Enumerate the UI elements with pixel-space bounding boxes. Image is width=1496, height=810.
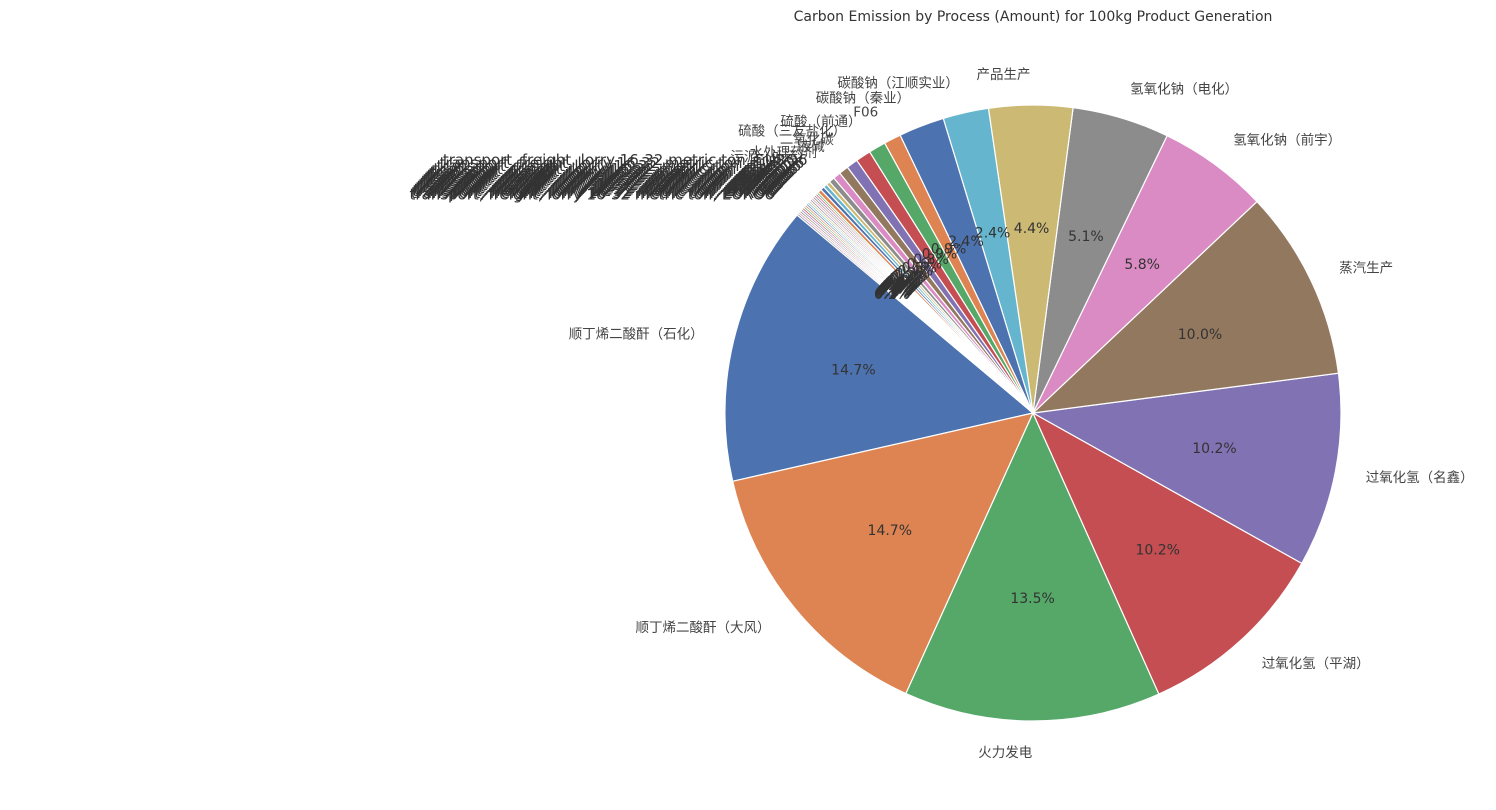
slice-category-label: transport, freight, lorry 16-32 metric t… [422,171,787,189]
slice-category-label: 火力发电 [978,745,1032,761]
slice-percent-label: 0.1% [880,280,916,296]
slice-percent-label: 13.5% [1010,591,1054,607]
slice-category-label: transport, freight, lorry 16-32 metric t… [433,160,798,178]
slice-percent-label: 0.5% [902,260,938,276]
slice-percent-label: 2.4% [948,234,984,250]
slice-percent-label: 14.7% [831,363,875,379]
slice-category-label: 硫酸（三友盐化） [738,123,846,139]
slice-percent-label: 0.1% [876,284,912,300]
slice-category-label: 液碱 [798,139,826,155]
slice-category-label: 氢氧化钠（电化） [1130,81,1238,97]
slice-percent-label: 0.2% [887,273,923,289]
slice-category-label: transport, freight, lorry 16-32 metric t… [431,162,796,180]
chart-title: Carbon Emission by Process (Amount) for … [794,9,1273,25]
slice-category-label: 硫酸（前通） [781,113,862,130]
slice-category-label: 顺丁烯二酸酐（大风） [636,620,771,636]
pie-slice [905,411,1160,722]
slice-category-label: transport, freight, lorry 16-32 metric t… [424,170,789,188]
slice-category-label: 过氧化氢（名鑫） [1366,469,1474,486]
slice-percent-label: 0.8% [913,252,949,268]
pie-slice [1031,411,1303,695]
slice-category-label: transport, freight, lorry 16-32 metric t… [416,177,781,195]
slice-percent-label: 0.6% [907,257,943,273]
slice-percent-label: 0.1% [884,276,920,292]
slice-category-label: 过氧化氢（平湖） [1262,656,1370,672]
slice-percent-label: 0.1% [879,281,915,297]
slice-category-label: 污泥（外运） [730,150,811,166]
slice-percent-label: 4.4% [1014,221,1050,237]
pie-slices [724,104,1342,722]
slice-percent-label: 0.2% [891,270,927,286]
pie-slice [731,412,1035,695]
slice-percent-label: 0.1% [886,274,922,290]
pie-slice [796,212,1034,414]
slice-category-label: 顺丁烯二酸酐（石化） [569,326,704,342]
slice-category-label: 氢氧化钠（前宇） [1233,132,1341,149]
pie-slice [1031,372,1342,565]
slice-category-label: 碳酸钠（江顺实业） [837,75,959,91]
slice-percent-label: 0.4% [898,264,934,280]
slice-percent-label: 0.1% [876,285,912,301]
slice-category-label: 蒸汽生产 [1339,261,1393,277]
slice-percent-label: 0.1% [877,283,913,299]
slice-category-label: transport, freight, lorry 16-32 metric t… [428,165,793,183]
slice-percent-label: 10.2% [1192,441,1236,457]
slice-percent-label: 0.2% [889,271,925,287]
slice-category-label: transport, freight, lorry 16-32 metric t… [412,182,777,200]
slice-category-label: transport, freight, lorry 16-32 metric t… [421,173,786,191]
slice-category-label: 水处理药剂 [750,145,818,161]
pie-slice [724,214,1035,483]
slice-category-label: transport, freight, lorry 16-32 metric t… [430,164,795,182]
slice-labels: 顺丁烯二酸酐（石化） 顺丁烯二酸酐（大风） 火力发电 过氧化氢（平湖） 过氧化氢（名鑫）… [409,67,1473,761]
slice-percent-label: 14.7% [868,523,912,539]
slice-percent-label: 0.9% [931,242,967,258]
slice-category-label: 二氧化碳 [780,132,834,148]
slice-percent-label: 0.2% [892,268,928,284]
slice-percent-label: 0.1% [883,277,919,293]
slice-percent-label: 0.1% [879,282,915,298]
slice-category-label: transport, freight, lorry 16-32 metric t… [415,179,780,197]
slice-percent-label: 0.3% [894,266,930,282]
slice-percent-label: 10.2% [1135,542,1179,558]
slice-category-label: 产品生产 [977,67,1031,83]
pie-slice [1031,200,1340,414]
slice-percent-label: 5.8% [1124,257,1160,273]
slice-category-label: F06 [853,105,878,121]
slice-category-label: 碳酸钠（秦业） [816,90,911,106]
slice-category-label: transport, freight, lorry 16-32 metric t… [414,181,779,199]
slice-category-label: transport, freight, lorry 16-32 metric t… [419,174,784,192]
slice-category-label: transport, freight, lorry 16-32 metric t… [427,167,792,185]
slice-percent-label: 0.1% [874,287,910,303]
slice-category-label: transport, freight, lorry 16-32 metric t… [437,157,802,175]
slice-category-label: transport, freight, lorry 16-32 metric t… [425,168,790,186]
slice-percent-label: 0.1% [881,279,917,295]
slice-percent-label: 0.1% [878,282,914,298]
slice-percent-label: 5.1% [1068,229,1104,245]
slice-percent-label: 0.1% [885,275,921,291]
slice-percent-label: 0.1% [875,286,911,302]
slice-percent-label: 0.1% [883,277,919,293]
slice-percent-label: 2.4% [975,226,1011,242]
slice-percent-label: 0.1% [882,278,918,294]
slice-category-label: transport, freight, lorry 16-32 metric t… [443,151,808,169]
percent-labels: 14.7% 14.7% 13.5% 10.2% 10.2% 10.0% 5.8% 5.1% 4.… [831,221,1237,607]
slice-percent-label: 10.0% [1178,327,1222,343]
slice-category-label: transport, freight, lorry 16-32 metric t… [440,154,805,172]
slice-category-label: transport, freight, lorry 16-32 metric t… [409,185,774,203]
slice-category-label: transport, freight, lorry 16-32 metric t… [418,176,783,194]
slice-category-label: transport, freight, lorry 16-32 metric t… [411,184,776,202]
slice-percent-label: 0.9% [922,247,958,263]
